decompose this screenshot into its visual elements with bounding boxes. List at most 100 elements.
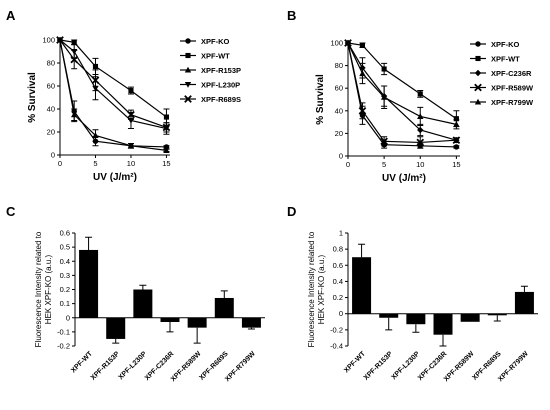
legend-marker xyxy=(185,38,191,44)
y-axis-title: % Survival xyxy=(27,72,38,123)
bar xyxy=(106,317,126,339)
legend-item-xpf-wt: XPF-WT xyxy=(470,54,520,63)
bar-group-xpf-l230p: XPF-L230P xyxy=(390,313,426,381)
data-point xyxy=(162,123,171,132)
legend-marker xyxy=(185,52,191,59)
data-point xyxy=(163,114,170,120)
y-tick-label: 0.1 xyxy=(60,299,70,308)
x-tick-label: 0 xyxy=(346,160,350,169)
y-tick-label: 0.4 xyxy=(333,277,343,286)
data-point xyxy=(163,144,170,150)
y-tick-label: 60 xyxy=(335,84,343,93)
data-point xyxy=(344,39,352,46)
bar xyxy=(214,297,234,318)
legend-marker xyxy=(184,81,192,88)
data-point xyxy=(380,137,388,146)
legend-item-xpf-r153p: XPF-R153P xyxy=(180,66,241,75)
data-point xyxy=(163,147,170,153)
legend-item-xpf-r589w: XPF-R589W xyxy=(470,83,534,92)
data-point xyxy=(416,138,425,147)
legend-marker xyxy=(474,98,482,105)
y-tick-label: 60 xyxy=(47,82,55,91)
bar-chart-d: -0.4 -0.2 0 0.2 0.4 0.6 0.8 1 Fluorescence Inten… xyxy=(307,229,538,383)
legend: XPF-KO XPF-WT XPF-R153P XPF-L230P XPF-R689S xyxy=(180,37,241,104)
series-line xyxy=(59,39,167,118)
y-axis-title: Fluorescence Intensity related toHEK XPF… xyxy=(34,231,53,347)
series-xpf-c236r xyxy=(344,39,460,144)
data-point xyxy=(92,63,99,70)
series-xpf-r799w xyxy=(344,39,460,130)
bar-group-xpf-r153p: XPF-R153P xyxy=(90,317,126,382)
data-point xyxy=(417,91,423,97)
data-point xyxy=(70,55,79,64)
y-tick-label: 80 xyxy=(335,61,343,70)
panel-letter-a: A xyxy=(6,8,16,23)
data-point xyxy=(417,126,424,134)
y-tick-label: 40 xyxy=(47,105,55,114)
error-bar xyxy=(520,285,528,292)
data-point xyxy=(359,70,366,77)
error-bar xyxy=(139,284,147,290)
error-bar xyxy=(166,321,174,333)
bar-group-xpf-r799w: XPF-R799W xyxy=(224,317,261,383)
data-point xyxy=(56,36,64,44)
series-xpf-r589w xyxy=(344,39,461,149)
bar-group-xpf-r689s: XPF-R689S xyxy=(471,313,507,382)
legend-label: XPF-R689S xyxy=(201,95,241,104)
legend-marker xyxy=(475,55,481,62)
legend-item-xpf-l230p: XPF-L230P xyxy=(180,80,240,89)
error-bar xyxy=(439,334,447,347)
data-point xyxy=(128,88,134,94)
legend-item-xpf-r689s: XPF-R689S xyxy=(180,95,241,104)
category-label: XPF-R153P xyxy=(90,350,122,382)
data-point xyxy=(359,42,366,48)
panel-letter-b: B xyxy=(287,8,296,23)
data-point xyxy=(70,111,78,118)
panel-letter-d: D xyxy=(287,204,296,219)
error-bar xyxy=(412,324,420,333)
line-chart-a: 0 20 40 60 80 100 0 5 10 15 UV (J/m²) % Survival XPF… xyxy=(27,36,241,184)
data-point xyxy=(453,116,459,122)
y-tick-label: 0.2 xyxy=(60,285,70,294)
y-tick-label: 100 xyxy=(330,39,343,48)
y-tick-label: 0.6 xyxy=(333,261,343,270)
y-axis-title: Fluorescence Intensity related toHEK XPF… xyxy=(307,231,326,347)
x-tick-label: 10 xyxy=(127,159,135,168)
x-tick-label: 0 xyxy=(58,159,62,168)
bar xyxy=(160,317,180,322)
data-point xyxy=(453,121,460,127)
y-tick-label: 0.8 xyxy=(333,245,343,254)
line-chart-b: 0 20 40 60 80 100 0 5 10 15 UV (J/m²) % Survival XPF… xyxy=(315,39,534,185)
legend-label: XPF-KO xyxy=(491,40,520,49)
error-bar xyxy=(112,338,120,344)
legend-item-xpf-ko: XPF-KO xyxy=(180,37,230,46)
y-tick-label: 20 xyxy=(47,128,55,137)
bar-chart-c: -0.2 -0.1 0 0.1 0.2 0.3 0.4 0.5 0.6 Fluorescence … xyxy=(34,229,265,383)
error-bar xyxy=(85,236,93,250)
bar xyxy=(514,291,534,314)
bar xyxy=(133,289,153,318)
series-xpf-ko xyxy=(345,40,460,150)
bar-group-xpf-r689s: XPF-R689S xyxy=(198,290,234,382)
data-point xyxy=(91,76,100,85)
legend: XPF-KO XPF-WT XPF-C236R XPF-R589W XPF-R799W xyxy=(470,40,534,107)
y-axis-title-line: HEK XPF-KO (a.u.) xyxy=(44,254,53,324)
bar xyxy=(460,313,480,322)
bar-group-xpf-r153p: XPF-R153P xyxy=(363,313,399,382)
data-point xyxy=(127,110,135,119)
y-tick-label: -0.1 xyxy=(57,327,70,336)
legend-label: XPF-R153P xyxy=(201,66,241,75)
legend-label: XPF-R589W xyxy=(491,83,534,92)
x-axis-title: UV (J/m²) xyxy=(93,172,137,183)
x-axis-title: UV (J/m²) xyxy=(382,173,426,184)
bar-group-xpf-wt: XPF-WT xyxy=(343,243,372,374)
legend-item-xpf-r799w: XPF-R799W xyxy=(470,98,534,107)
y-tick-label: -0.4 xyxy=(330,342,343,351)
bar-group-xpf-r799w: XPF-R799W xyxy=(497,285,534,383)
legend-label: XPF-KO xyxy=(201,37,230,46)
data-point xyxy=(71,39,77,45)
data-point xyxy=(92,132,99,139)
bar xyxy=(241,317,261,328)
legend-label: XPF-R799W xyxy=(491,98,534,107)
bar xyxy=(379,313,399,318)
